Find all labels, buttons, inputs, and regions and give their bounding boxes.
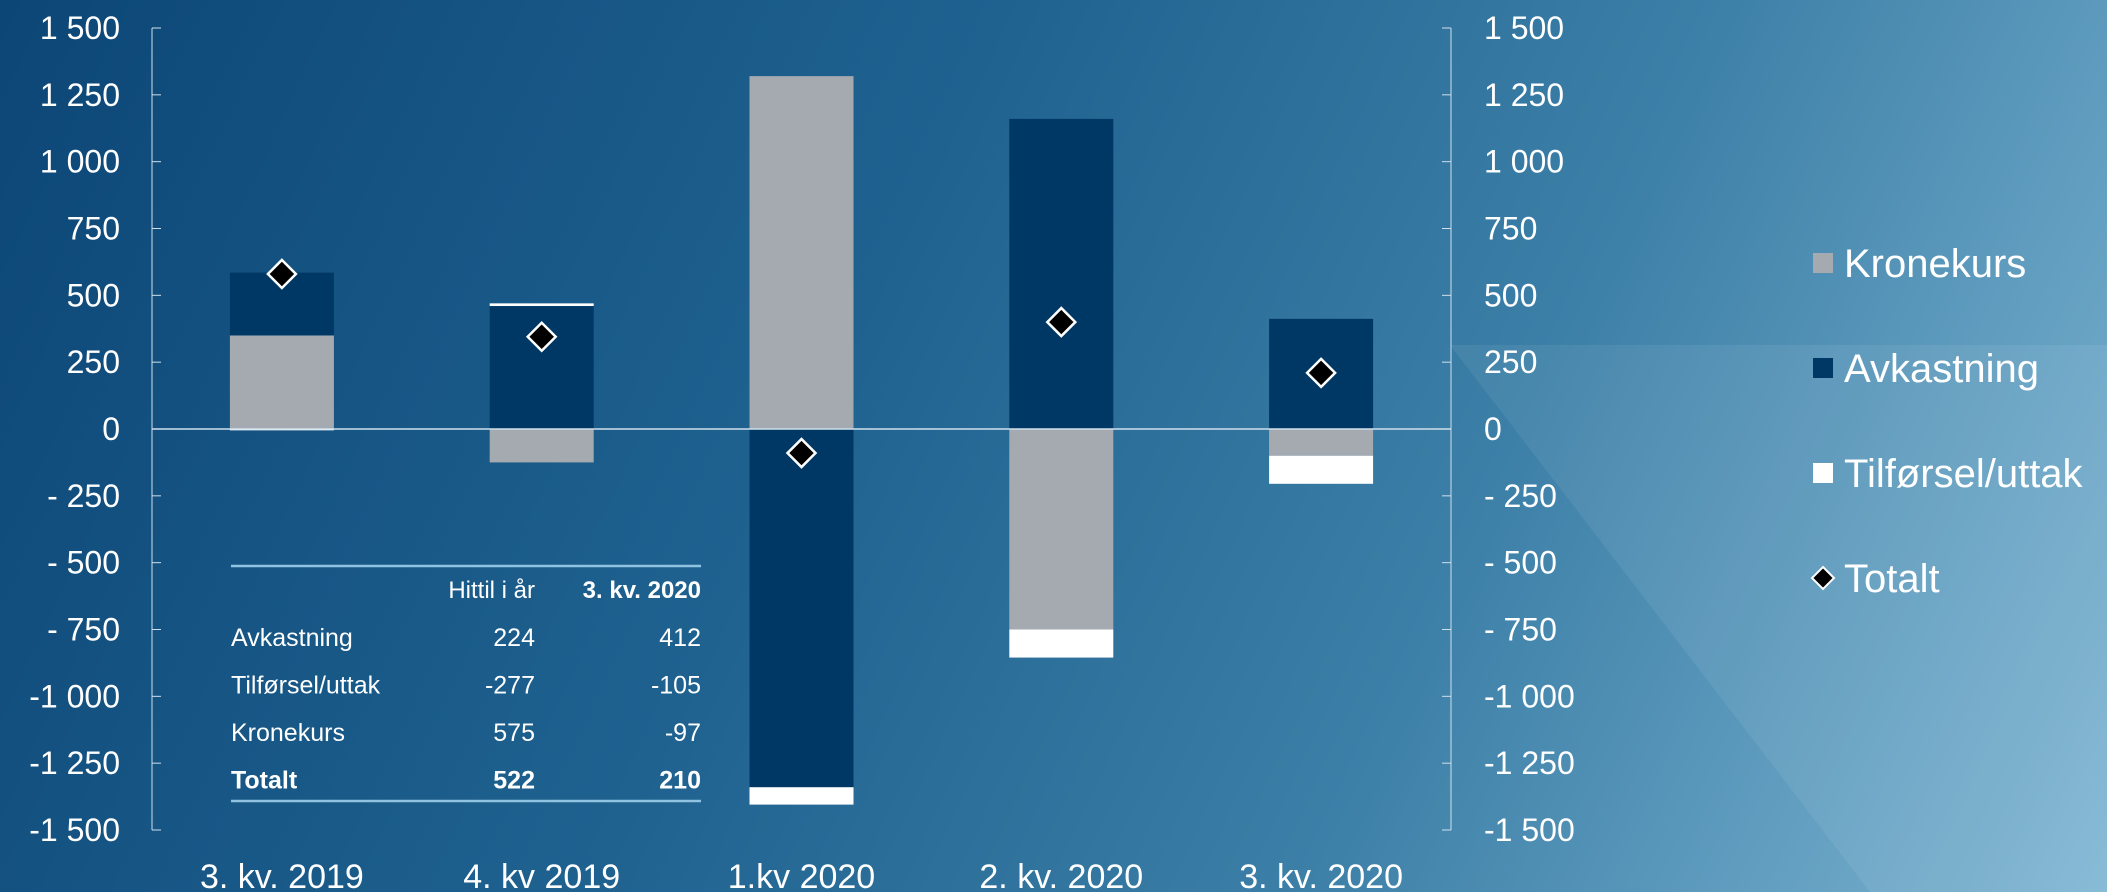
y-tick-label-right: 250 <box>1484 344 1537 380</box>
y-tick-label-right: -1 500 <box>1484 812 1575 848</box>
background-light-wedge <box>1450 345 2107 892</box>
table-row-label: Totalt <box>231 767 298 795</box>
table-row-quarter: -105 <box>651 672 701 700</box>
y-tick-label-right: - 750 <box>1484 612 1557 648</box>
y-tick-label-right: - 500 <box>1484 545 1557 581</box>
x-tick-label: 2. kv. 2020 <box>979 858 1143 892</box>
y-tick-label-right: -1 250 <box>1484 745 1575 781</box>
y-tick-label-left: 1 500 <box>40 10 120 46</box>
y-tick-label-left: 250 <box>67 344 120 380</box>
y-tick-label-left: -1 250 <box>29 745 120 781</box>
table-row-ytd: -277 <box>485 672 535 700</box>
table-row-ytd: 522 <box>493 767 535 795</box>
table-row-label: Tilførsel/uttak <box>231 672 381 700</box>
x-tick-label: 3. kv. 2019 <box>200 858 364 892</box>
y-tick-label-left: 500 <box>67 277 120 313</box>
total-marker-0 <box>266 258 298 290</box>
bar-tilf-rsel-uttak-4 <box>1269 455 1374 484</box>
bar-avkastning-2 <box>749 429 854 788</box>
y-tick-label-right: 500 <box>1484 277 1537 313</box>
table-row-label: Avkastning <box>231 624 353 652</box>
bar-kronekurs-2 <box>749 76 854 430</box>
bar-tilf-rsel-uttak-2 <box>749 787 854 805</box>
y-tick-label-left: 1 250 <box>40 77 120 113</box>
y-tick-label-right: 0 <box>1484 411 1502 447</box>
legend-label: Kronekurs <box>1844 242 2026 286</box>
legend-label: Avkastning <box>1844 347 2039 391</box>
table-row-ytd: 224 <box>493 624 535 652</box>
y-tick-label-left: -1 500 <box>29 812 120 848</box>
legend-swatch-kronekurs <box>1813 253 1833 273</box>
x-tick-label: 4. kv 2019 <box>463 858 620 892</box>
y-tick-label-left: -1 000 <box>29 678 120 714</box>
legend-marker-totalt <box>1810 565 1836 591</box>
y-tick-label-left: - 250 <box>47 478 120 514</box>
x-tick-label: 3. kv. 2020 <box>1239 858 1403 892</box>
legend-swatch-avkastning <box>1813 358 1833 378</box>
bar-kronekurs-0 <box>229 335 334 429</box>
total-marker-3 <box>1045 306 1078 338</box>
y-tick-label-right: - 250 <box>1484 478 1557 514</box>
x-tick-label: 1.kv 2020 <box>728 858 875 892</box>
y-tick-label-left: - 750 <box>47 612 120 648</box>
table-row-label: Kronekurs <box>231 719 345 747</box>
table-row-quarter: 412 <box>659 624 701 652</box>
bar-kronekurs-1 <box>489 429 594 463</box>
total-marker-4 <box>1305 357 1337 389</box>
legend-label: Tilførsel/uttak <box>1844 452 2084 496</box>
y-tick-label-left: 750 <box>67 211 120 247</box>
legend-label: Totalt <box>1844 557 1940 601</box>
bar-tilf-rsel-uttak-1 <box>489 303 594 307</box>
y-tick-label-right: 1 000 <box>1484 144 1564 180</box>
bar-avkastning-3 <box>1009 118 1114 429</box>
table-header-ytd: Hittil i år <box>448 577 535 604</box>
total-marker-1 <box>525 321 558 353</box>
table-row-ytd: 575 <box>493 719 535 747</box>
total-marker-2 <box>785 437 818 469</box>
y-tick-label-left: 0 <box>102 411 120 447</box>
bar-kronekurs-4 <box>1269 429 1374 456</box>
bar-tilf-rsel-uttak-3 <box>1009 629 1114 658</box>
y-tick-label-left: 1 000 <box>40 144 120 180</box>
y-tick-label-right: 750 <box>1484 211 1537 247</box>
y-tick-label-right: -1 000 <box>1484 678 1575 714</box>
y-tick-label-left: - 500 <box>47 545 120 581</box>
legend-swatch-tilf-rsel-uttak <box>1813 463 1833 483</box>
table-row-quarter: 210 <box>659 767 701 795</box>
table-row-quarter: -97 <box>665 719 701 747</box>
y-tick-label-right: 1 500 <box>1484 10 1564 46</box>
table-header-quarter: 3. kv. 2020 <box>583 577 701 604</box>
y-tick-label-right: 1 250 <box>1484 77 1564 113</box>
bar-kronekurs-3 <box>1009 429 1114 630</box>
